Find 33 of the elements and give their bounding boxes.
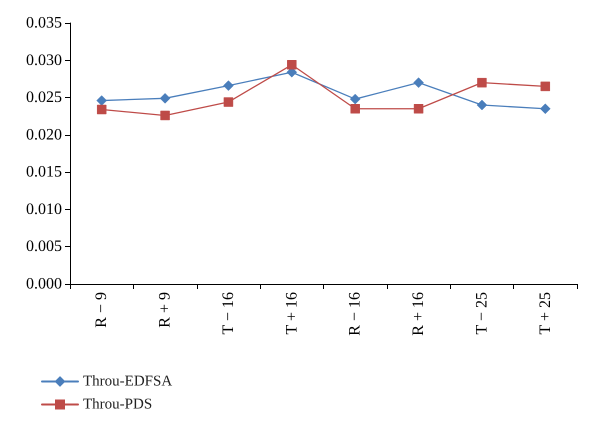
point xyxy=(540,104,551,114)
y-tick-label: 0.005 xyxy=(26,238,62,256)
legend-label: Throu-EDFSA xyxy=(83,374,172,390)
y-tick-label: 0.015 xyxy=(26,164,62,181)
y-tick-label: 0.020 xyxy=(26,126,62,144)
point xyxy=(413,77,424,88)
point xyxy=(477,78,487,88)
y-tick-label: 0.010 xyxy=(26,200,62,218)
point xyxy=(96,95,107,106)
y-tick-label: 0.000 xyxy=(26,276,62,292)
y-tick-label: 0.035 xyxy=(26,14,62,32)
x-tick-label: R + 16 xyxy=(410,292,428,336)
point xyxy=(160,110,170,120)
point xyxy=(223,80,234,91)
point xyxy=(540,82,550,92)
point xyxy=(224,97,234,107)
point xyxy=(160,93,170,104)
point xyxy=(414,104,424,114)
point xyxy=(96,104,106,114)
x-tick-label: R − 9 xyxy=(93,292,110,328)
point xyxy=(350,94,360,104)
x-tick-label: R − 16 xyxy=(346,292,364,336)
x-tick-label: T − 25 xyxy=(473,292,490,335)
x-tick-label: T + 16 xyxy=(283,292,300,335)
x-tick-label: T + 25 xyxy=(536,292,554,335)
point xyxy=(476,100,488,110)
y-tick-label: 0.025 xyxy=(26,89,62,106)
y-tick-label: 0.030 xyxy=(26,52,62,69)
x-tick-label: T − 16 xyxy=(220,292,237,335)
x-tick-label: R + 9 xyxy=(156,292,174,328)
legend-label: Throu-PDS xyxy=(83,396,152,412)
point xyxy=(287,60,297,70)
point xyxy=(350,104,360,114)
